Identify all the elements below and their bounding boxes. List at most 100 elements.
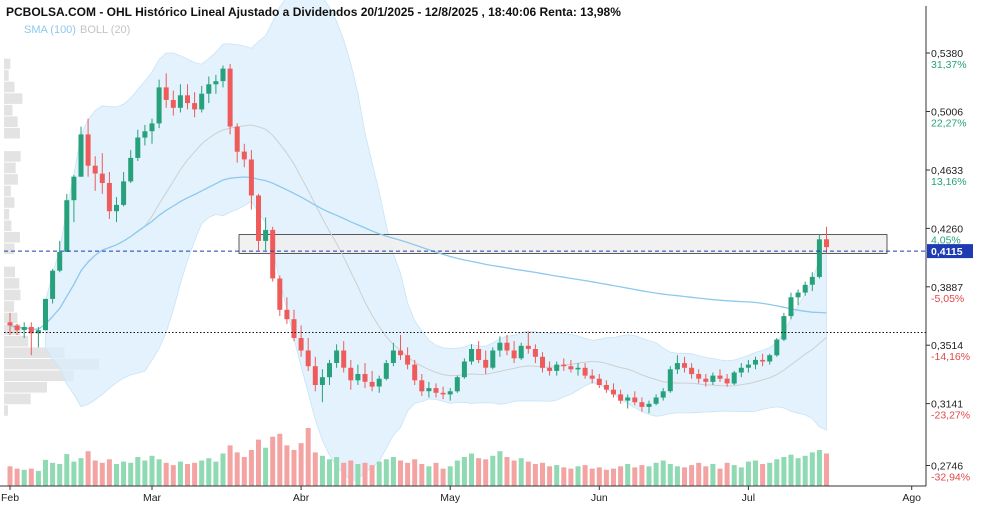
volume-bar (490, 455, 496, 486)
candle-body (511, 350, 517, 359)
volume-bar (64, 454, 70, 486)
candle-body (121, 181, 127, 205)
volume-bar (298, 443, 304, 486)
candle-body (383, 363, 389, 379)
volume-bar (305, 428, 311, 486)
candle-body (561, 364, 567, 367)
volume-profile-bar (4, 70, 9, 81)
volume-profile-bar (4, 335, 29, 347)
candle-body (319, 377, 325, 385)
volume-profile-bar (4, 243, 15, 255)
volume-bar (206, 458, 212, 486)
volume-bar (50, 462, 56, 486)
candle-body (369, 381, 375, 387)
volume-profile-bar (4, 324, 21, 335)
volume-bar (738, 467, 744, 486)
volume-bar (781, 457, 787, 486)
candle-body (398, 350, 403, 356)
volume-bar (440, 468, 446, 486)
candle-body (390, 350, 396, 363)
candle-body (710, 375, 716, 382)
volume-bar (575, 466, 581, 486)
volume-bar (461, 457, 467, 486)
y-tick-percent-label: 22,27% (931, 118, 967, 130)
volume-bar (341, 462, 347, 486)
x-tick-label: May (440, 492, 461, 504)
candle-body (788, 297, 794, 317)
volume-bar (28, 468, 34, 486)
volume-bar (682, 467, 687, 486)
volume-profile-bar (4, 393, 31, 405)
volume-bar (582, 465, 588, 486)
chart-text: PCBOLSA.COM - OHL Histórico Lineal Ajust… (6, 5, 621, 36)
sma-100-line (9, 176, 827, 330)
volume-bar (170, 465, 176, 486)
volume-bar (78, 458, 84, 486)
candle-body (738, 367, 744, 373)
volume-bar (248, 450, 254, 486)
candle-body (802, 284, 808, 293)
candle-body (376, 378, 382, 387)
x-tick-label: Mar (143, 492, 162, 504)
volume-profile-bar (4, 58, 11, 70)
x-tick-label: Ago (902, 492, 921, 504)
volume-bar (192, 462, 198, 486)
candle-body (71, 176, 77, 201)
candle-body (476, 349, 482, 360)
volume-bar (710, 464, 716, 486)
volume-bar (185, 464, 190, 486)
legend-sma: SMA (100) (24, 24, 76, 36)
volume-bar (476, 458, 482, 486)
candle-body (263, 229, 269, 241)
candle-body (525, 345, 531, 349)
volume-bar (220, 453, 226, 486)
volume-bar (256, 439, 261, 486)
candle-body (362, 374, 368, 382)
volume-bar (525, 461, 531, 486)
candle-body (454, 377, 460, 392)
current-price-badge (927, 244, 973, 259)
volume-bar (667, 464, 673, 486)
y-tick-percent-label: -14,16% (931, 351, 970, 363)
volume-bar (596, 467, 602, 486)
volume-profile-bar (4, 127, 20, 139)
candle-body (469, 349, 474, 362)
candle-body (312, 366, 318, 385)
candle-body (674, 363, 680, 370)
candle-body (177, 95, 183, 108)
candle-body (185, 95, 190, 104)
candle-body (156, 87, 162, 124)
volume-bar (327, 459, 332, 486)
volume-bar (745, 461, 751, 486)
candle-body (248, 159, 254, 196)
candle-body (724, 378, 730, 384)
candle-body (355, 374, 361, 381)
volume-profile-bar (4, 185, 11, 197)
candle-body (106, 183, 112, 212)
volume-bar (71, 461, 77, 486)
volume-profile-bar (4, 81, 15, 93)
candle-body (753, 359, 758, 365)
volume-bar (149, 455, 155, 486)
y-tick-price-label: 0,3887 (931, 282, 963, 294)
volume-bar (312, 452, 318, 486)
volume-profile-bar (4, 405, 8, 416)
candle-body (114, 204, 119, 212)
volume-bar (142, 460, 148, 486)
candle-body (532, 349, 538, 357)
candle-body (660, 391, 666, 398)
candle-body (653, 397, 659, 404)
volume-bar (284, 445, 290, 486)
volume-bar (390, 457, 396, 486)
volume-bar (128, 462, 134, 486)
candle-body (774, 339, 780, 356)
volume-bar (795, 458, 801, 486)
candle-body (618, 394, 624, 401)
candle-body (21, 327, 27, 331)
legend-boll: BOLL (20) (80, 24, 130, 36)
volume-bar (199, 460, 205, 486)
volume-profile-bar (4, 278, 20, 289)
candle-body (28, 327, 34, 334)
volume-profile-bar (4, 266, 15, 278)
